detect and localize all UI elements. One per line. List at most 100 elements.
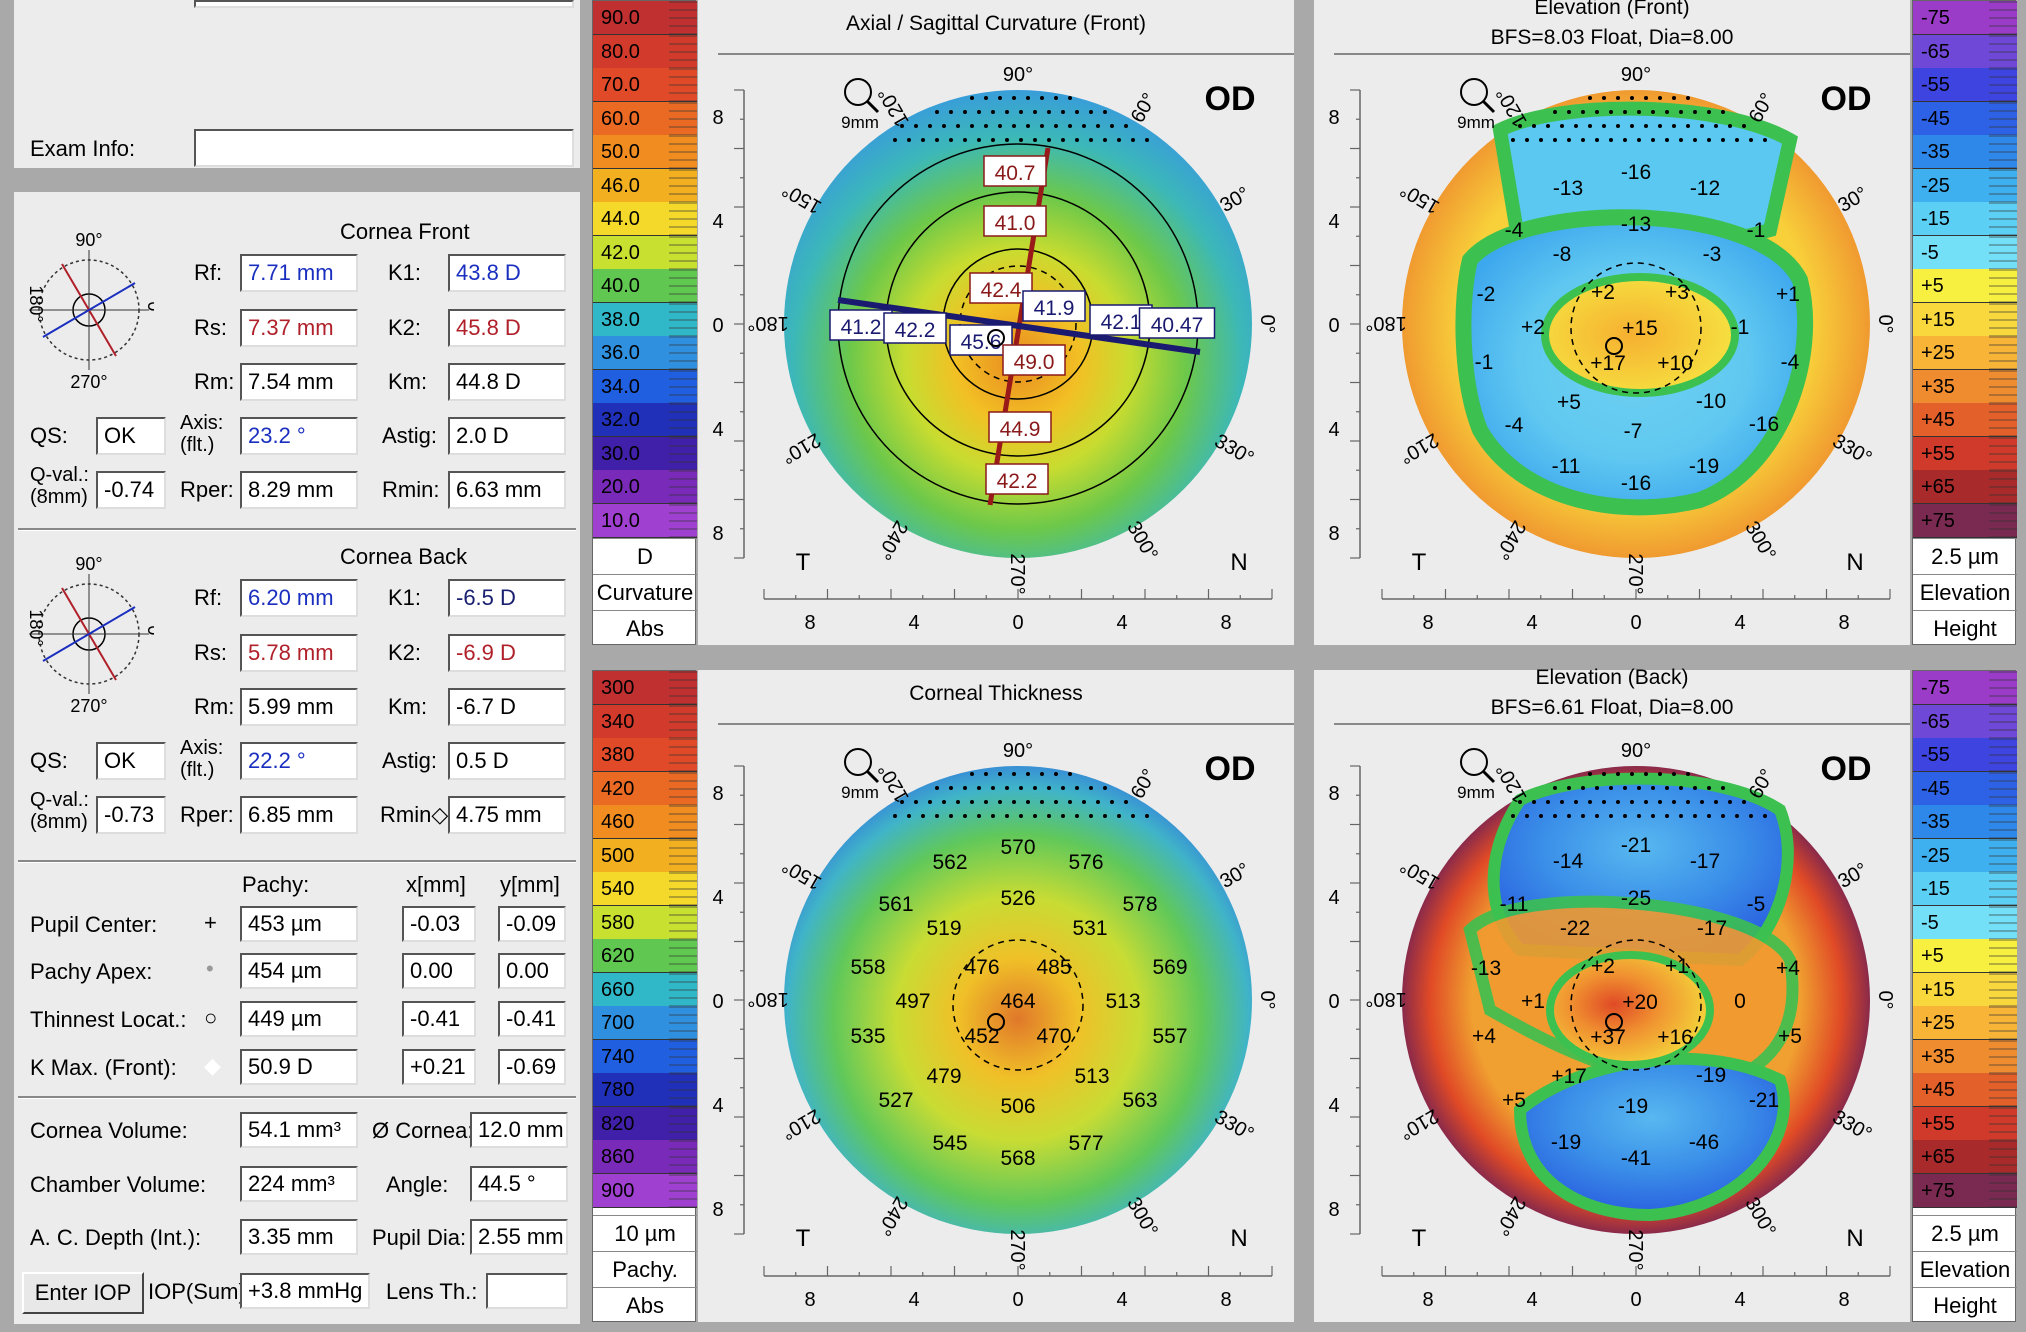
scale-type: Curvature [593, 574, 697, 611]
dot [1602, 772, 1606, 776]
pachy-field[interactable]: 449 µm [240, 1001, 358, 1037]
angle-label: 0° [1874, 314, 1896, 333]
dot [998, 800, 1002, 804]
map-value: +10 [1657, 352, 1693, 375]
front-qs-field[interactable]: OK [96, 417, 166, 455]
map-value: 45.6 [961, 331, 1002, 354]
pachy-field[interactable]: 50.9 D [240, 1049, 358, 1085]
scale-value: 500 [601, 844, 635, 867]
back-k1-field[interactable]: -6.5 D [448, 579, 566, 617]
y-field[interactable]: -0.41 [498, 1001, 566, 1037]
scale-value: -65 [1921, 710, 1950, 733]
y-field[interactable]: -0.09 [498, 906, 566, 942]
angle-field[interactable]: 44.5 ° [470, 1166, 568, 1202]
scale-type: Pachy. [593, 1251, 697, 1288]
patient-field[interactable] [194, 0, 574, 8]
x-tick-label: 8 [1422, 612, 1433, 634]
back-rs-field[interactable]: 5.78 mm [240, 634, 358, 672]
dot [1145, 814, 1149, 818]
elevation-front-scale: -75 -65 -55 -45 -35 -25 -15 -5 +5 +15 +25 +35 +45 +55… [1912, 0, 2017, 645]
scale-value: +65 [1921, 1146, 1955, 1168]
map-value: -2 [1477, 283, 1496, 306]
scale-value: 460 [601, 811, 635, 833]
exam-info-field[interactable] [194, 129, 574, 167]
back-rper-field[interactable]: 6.85 mm [240, 796, 358, 834]
zoom-icon[interactable] [844, 748, 872, 776]
map-value: -10 [1696, 390, 1726, 413]
map-value-box [949, 324, 1013, 356]
x-field[interactable]: -0.03 [402, 906, 476, 942]
back-km-field[interactable]: -6.7 D [448, 688, 566, 726]
cornea-diameter-field[interactable]: 12.0 mm [470, 1112, 568, 1148]
map-value: +15 [1622, 317, 1658, 340]
front-rm-field[interactable]: 7.54 mm [240, 363, 358, 401]
zoom-icon[interactable] [1460, 78, 1488, 106]
scale-swatch: +75 [1913, 1173, 2017, 1208]
scale-swatch: +45 [1913, 403, 2017, 437]
x-tick-label: 4 [908, 1289, 919, 1311]
lens-th-field[interactable] [486, 1273, 568, 1309]
pachy-field[interactable]: 454 µm [240, 953, 358, 989]
zoom-icon[interactable] [844, 78, 872, 106]
map-title: Axial / Sagittal Curvature (Front) [846, 12, 1146, 35]
dot [1679, 110, 1683, 114]
dot [1721, 138, 1725, 142]
map-value: +1 [1776, 283, 1800, 306]
angle-label: Angle: [386, 1172, 449, 1197]
back-k2-field[interactable]: -6.9 D [448, 634, 566, 672]
scale-value: 700 [601, 1012, 635, 1034]
enter-iop-button[interactable]: Enter IOP [22, 1272, 144, 1314]
dot [1082, 800, 1086, 804]
scale-swatch: +15 [1913, 972, 2017, 1007]
y-tick-label: 4 [712, 211, 723, 233]
front-rf-field[interactable]: 7.71 mm [240, 254, 358, 292]
map-value: 561 [878, 893, 913, 916]
front-k1-field[interactable]: 43.8 D [448, 254, 566, 292]
back-astig-field[interactable]: 0.5 D [448, 742, 566, 780]
pachy-scale: 300 340 380 420 460 500 540 580 620 660 700 740 780 8… [592, 670, 697, 1322]
back-qval-field[interactable]: -0.73 [96, 796, 166, 834]
angle-label: 240° [1490, 517, 1530, 564]
scale-value: -35 [1921, 141, 1950, 163]
pachy-field[interactable]: 453 µm [240, 906, 358, 942]
x-field[interactable]: +0.21 [402, 1049, 476, 1085]
dot [1609, 138, 1613, 142]
front-km-field[interactable]: 44.8 D [448, 363, 566, 401]
front-rmin-field[interactable]: 6.63 mm [448, 471, 566, 509]
cornea-volume-label: Cornea Volume: [30, 1118, 188, 1143]
front-k2-field[interactable]: 45.8 D [448, 309, 566, 347]
back-rf-field[interactable]: 6.20 mm [240, 579, 358, 617]
dot [1054, 124, 1058, 128]
y-field[interactable]: -0.69 [498, 1049, 566, 1085]
y-tick-label: 8 [1328, 783, 1339, 805]
back-qs-field[interactable]: OK [96, 742, 166, 780]
elev-back-overlay: Elevation (Back) BFS=6.61 Float, Dia=8.00… [1328, 666, 1910, 1311]
scale-swatch: 820 [593, 1106, 697, 1141]
cornea-volume-field[interactable]: 54.1 mm³ [240, 1112, 358, 1148]
map-value: 563 [1122, 1089, 1157, 1112]
acd-field[interactable]: 3.35 mm [240, 1219, 358, 1255]
back-axis-field[interactable]: 22.2 ° [240, 742, 358, 780]
scale-value: -5 [1921, 911, 1939, 934]
back-rmin-field[interactable]: 4.75 mm [448, 796, 566, 834]
x-field[interactable]: -0.41 [402, 1001, 476, 1037]
dot [1075, 138, 1079, 142]
iop-field[interactable]: +3.8 mmHg [240, 1273, 370, 1309]
scale-swatch: +25 [1913, 1006, 2017, 1040]
chamber-volume-field[interactable]: 224 mm³ [240, 1166, 358, 1202]
front-axis-field[interactable]: 23.2 ° [240, 417, 358, 455]
dot [1581, 110, 1585, 114]
front-rper-field[interactable]: 8.29 mm [240, 471, 358, 509]
x-field[interactable]: 0.00 [402, 953, 476, 989]
back-rm-field[interactable]: 5.99 mm [240, 688, 358, 726]
pupil-dia-field[interactable]: 2.55 mm [470, 1219, 568, 1255]
front-astig-field[interactable]: 2.0 D [448, 417, 566, 455]
map-value: 557 [1152, 1025, 1187, 1048]
dot [1511, 814, 1515, 818]
front-rs-field[interactable]: 7.37 mm [240, 309, 358, 347]
y-field[interactable]: 0.00 [498, 953, 566, 989]
dot [1033, 786, 1037, 790]
zoom-icon[interactable] [1460, 748, 1488, 776]
divider [18, 1096, 576, 1099]
front-qval-field[interactable]: -0.74 [96, 471, 166, 509]
